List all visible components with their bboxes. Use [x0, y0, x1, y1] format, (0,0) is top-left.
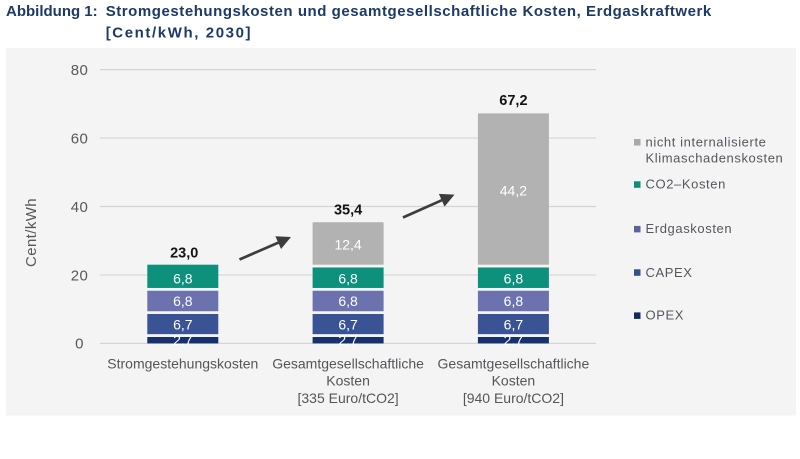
- svg-text:35,4: 35,4: [334, 202, 362, 218]
- svg-text:CAPEX: CAPEX: [646, 265, 693, 280]
- svg-text:Stromgestehungskosten und gesa: Stromgestehungskosten und gesamtgesellsc…: [106, 3, 712, 20]
- svg-text:6,7: 6,7: [338, 317, 358, 333]
- svg-text:23,0: 23,0: [170, 246, 198, 262]
- svg-text:12,4: 12,4: [334, 236, 361, 252]
- svg-text:6,8: 6,8: [173, 270, 193, 286]
- svg-text:80: 80: [71, 62, 89, 79]
- svg-text:[335 Euro/tCO2]: [335 Euro/tCO2]: [298, 390, 399, 406]
- svg-text:Klimaschadenskosten: Klimaschadenskosten: [646, 150, 784, 165]
- svg-text:6,7: 6,7: [504, 317, 524, 333]
- svg-text:Cent/kWh: Cent/kWh: [23, 198, 40, 267]
- svg-text:60: 60: [71, 130, 89, 147]
- svg-text:Gesamtgesellschaftliche: Gesamtgesellschaftliche: [272, 356, 424, 372]
- svg-text:Erdgaskosten: Erdgaskosten: [646, 221, 733, 236]
- svg-text:6,8: 6,8: [504, 293, 524, 309]
- svg-text:6,8: 6,8: [338, 270, 358, 286]
- svg-text:0: 0: [75, 336, 84, 353]
- svg-text:6,8: 6,8: [173, 293, 193, 309]
- svg-text:6,7: 6,7: [173, 317, 193, 333]
- svg-text:6,8: 6,8: [504, 270, 524, 286]
- svg-text:OPEX: OPEX: [646, 308, 685, 323]
- svg-text:67,2: 67,2: [499, 93, 527, 109]
- svg-text:Gesamtgesellschaftliche: Gesamtgesellschaftliche: [438, 356, 590, 372]
- svg-text:Kosten: Kosten: [326, 373, 370, 389]
- svg-text:20: 20: [71, 267, 89, 284]
- svg-text:[940 Euro/tCO2]: [940 Euro/tCO2]: [463, 390, 564, 406]
- svg-text:nicht internalisierte: nicht internalisierte: [646, 135, 767, 150]
- svg-text:Abbildung 1:: Abbildung 1:: [6, 3, 98, 20]
- svg-text:44,2: 44,2: [500, 183, 527, 199]
- svg-text:CO2–Kosten: CO2–Kosten: [646, 176, 726, 191]
- svg-text:Kosten: Kosten: [492, 373, 536, 389]
- svg-text:2,7: 2,7: [338, 332, 358, 348]
- svg-text:40: 40: [71, 199, 89, 216]
- svg-text:[Cent/kWh, 2030]: [Cent/kWh, 2030]: [106, 25, 252, 42]
- svg-text:Stromgestehungskosten: Stromgestehungskosten: [107, 356, 258, 372]
- svg-text:2,7: 2,7: [173, 332, 193, 348]
- svg-text:2,7: 2,7: [504, 332, 524, 348]
- svg-text:6,8: 6,8: [338, 293, 358, 309]
